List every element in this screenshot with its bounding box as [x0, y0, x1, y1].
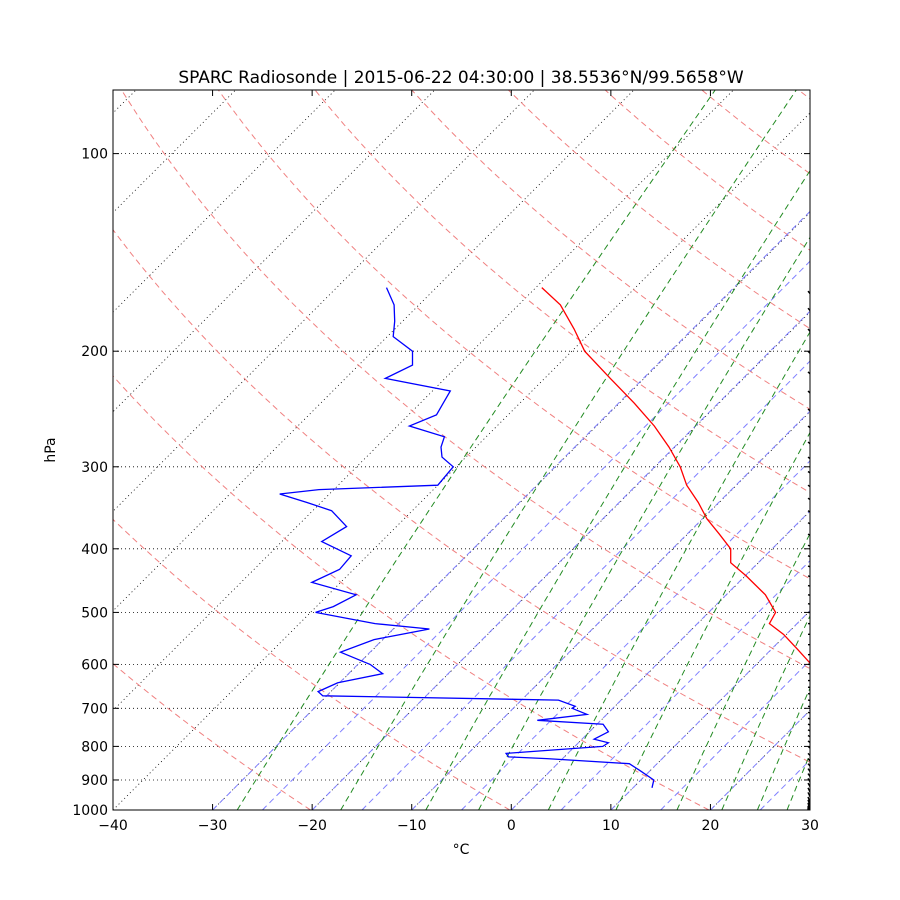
- isotherm--100: [113, 90, 236, 214]
- mixing-ratio-8: [615, 431, 810, 810]
- y-tick-label-1000: 1000: [72, 803, 108, 819]
- x-tick-label--30: −30: [198, 818, 228, 834]
- moist-adiabat--5: [461, 460, 810, 810]
- mixing-ratio-24: [786, 752, 810, 810]
- moist-adiabat-10: [610, 609, 810, 810]
- y-tick-label-100: 100: [81, 147, 108, 163]
- dry-adiabat-253: [113, 662, 311, 810]
- dry-adiabat-313: [113, 228, 810, 763]
- moist-adiabat-20: [710, 709, 810, 810]
- x-tick-label-30: 30: [801, 818, 819, 834]
- chart-title: SPARC Radiosonde | 2015-06-22 04:30:00 |…: [178, 68, 744, 88]
- y-tick-label-500: 500: [81, 605, 108, 621]
- isotherm--90: [113, 90, 336, 313]
- moist-adiabat-5: [560, 559, 810, 810]
- mixing-ratio-2: [425, 169, 810, 810]
- dry-adiabat-333: [121, 90, 810, 670]
- y-tick-label-600: 600: [81, 657, 108, 673]
- mixing-ratio-20: [756, 686, 810, 810]
- isotherm--40: [113, 112, 810, 810]
- mixing-ratio-5: [547, 331, 810, 810]
- dry-adiabat-413: [508, 90, 810, 330]
- y-tick-label-800: 800: [81, 739, 108, 755]
- dewpoint-series-line: [279, 287, 655, 788]
- temperature-series-line: [541, 287, 810, 665]
- isotherm--70: [113, 90, 535, 512]
- y-tick-label-300: 300: [81, 460, 108, 476]
- mixing-ratio-1: [340, 90, 797, 810]
- moist-adiabat--10: [411, 410, 810, 810]
- dry-adiabat-393: [411, 90, 810, 410]
- isotherm--80: [113, 90, 435, 413]
- x-tick-label--10: −10: [397, 818, 427, 834]
- x-tick-label--20: −20: [297, 818, 327, 834]
- isotherm-grid: [113, 90, 810, 810]
- x-tick-label--40: −40: [98, 818, 128, 834]
- y-tick-label-200: 200: [81, 344, 108, 360]
- y-axis: 100 200 300 400 500 600 700 800 900 1000: [72, 147, 810, 819]
- mixing-ratio-16: [721, 614, 810, 810]
- y-tick-label-700: 700: [81, 701, 108, 717]
- mixing-ratio-0.4: [236, 90, 716, 810]
- x-axis-label: °C: [453, 842, 470, 858]
- mixing-ratio-12: [676, 532, 810, 810]
- isotherm--60: [113, 90, 635, 612]
- moist-adiabat-15: [660, 659, 810, 810]
- moist-adiabat--30: [212, 210, 810, 810]
- y-tick-label-900: 900: [81, 773, 108, 789]
- mixing-ratio-lines: [236, 90, 810, 810]
- y-tick-label-400: 400: [81, 542, 108, 558]
- moist-adiabat-0: [510, 510, 810, 810]
- wind-barb-975: [807, 802, 810, 810]
- y-axis-label: hPa: [43, 437, 59, 462]
- x-tick-label-10: 10: [602, 818, 620, 834]
- moist-adiabat--20: [311, 310, 810, 810]
- dry-adiabat-353: [217, 90, 810, 580]
- mixing-ratio-3: [478, 236, 810, 810]
- x-tick-label-20: 20: [702, 818, 720, 834]
- isotherm--50: [113, 90, 734, 711]
- x-axis: −40 −30 −20 −10 0 10 20 30: [98, 90, 819, 834]
- dry-adiabat-293: [113, 375, 710, 810]
- moist-adiabat--15: [361, 360, 810, 810]
- moist-adiabat--25: [262, 260, 810, 810]
- dry-adiabat-373: [314, 90, 810, 494]
- plot-frame: [112, 89, 811, 811]
- x-tick-label-0: 0: [507, 818, 516, 834]
